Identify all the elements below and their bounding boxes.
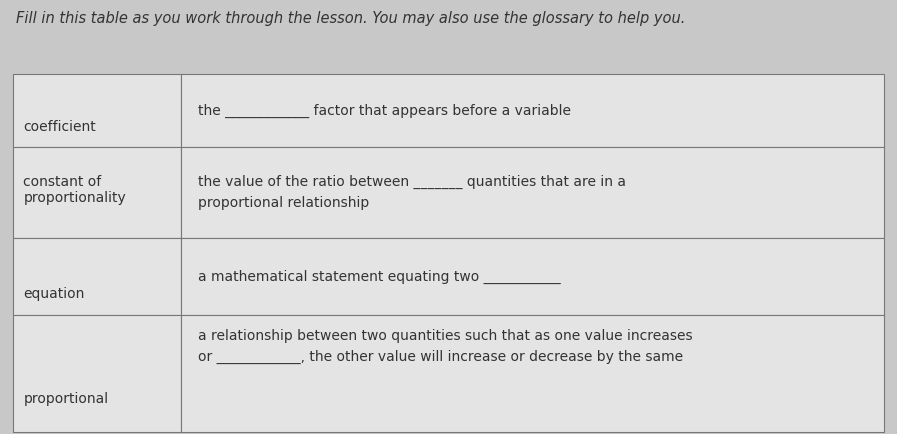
- Text: a mathematical statement equating two ___________: a mathematical statement equating two __…: [198, 270, 561, 284]
- Bar: [13, 74, 180, 147]
- Text: Fill in this table as you work through the lesson. You may also use the glossary: Fill in this table as you work through t…: [16, 11, 685, 26]
- Text: proportional relationship: proportional relationship: [198, 196, 370, 210]
- Text: equation: equation: [23, 287, 85, 301]
- Text: constant of
proportionality: constant of proportionality: [23, 174, 126, 205]
- Bar: [180, 239, 884, 316]
- Text: the value of the ratio between _______ quantities that are in a: the value of the ratio between _______ q…: [198, 175, 626, 190]
- Bar: [13, 147, 180, 239]
- Bar: [180, 74, 884, 147]
- Text: proportional: proportional: [23, 392, 109, 406]
- Bar: [180, 316, 884, 432]
- Text: or ____________, the other value will increase or decrease by the same: or ____________, the other value will in…: [198, 350, 684, 364]
- Text: the ____________ factor that appears before a variable: the ____________ factor that appears bef…: [198, 103, 571, 118]
- Bar: [13, 239, 180, 316]
- Text: a relationship between two quantities such that as one value increases: a relationship between two quantities su…: [198, 329, 692, 343]
- Text: coefficient: coefficient: [23, 120, 96, 134]
- Bar: [180, 147, 884, 239]
- Bar: [13, 316, 180, 432]
